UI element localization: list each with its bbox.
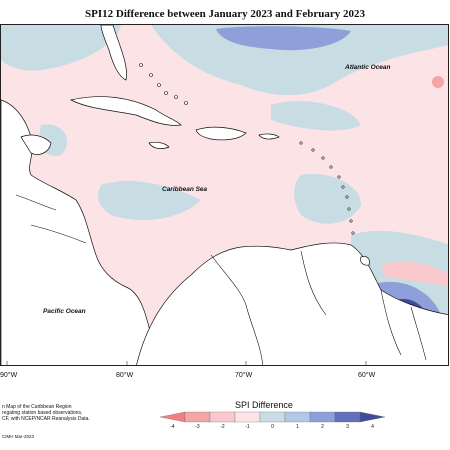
graticule-ticks xyxy=(6,361,367,365)
legend-tick-label: -1 xyxy=(245,424,250,430)
legend-swatch xyxy=(284,411,311,423)
legend-tick-label: 2 xyxy=(321,424,324,430)
bahamas xyxy=(139,63,188,105)
legend-colorbar xyxy=(159,411,386,423)
dry-spot-atlantic xyxy=(432,76,444,88)
legend-tick-label: -3 xyxy=(195,424,200,430)
legend-tick-label: -4 xyxy=(170,424,175,430)
footnote-line-2: regating station based observations, xyxy=(2,410,83,416)
legend-swatch xyxy=(334,411,361,423)
caribbean-sea-label: Caribbean Sea xyxy=(162,186,208,193)
land-florida xyxy=(100,25,127,81)
land-yucatan xyxy=(20,134,52,155)
wet-patch-gulf xyxy=(1,25,121,71)
legend-swatch xyxy=(184,411,211,423)
legend-swatch xyxy=(359,411,386,423)
lon-label-70w: 70°W xyxy=(235,372,253,379)
wet-patch-east xyxy=(271,101,361,131)
legend-tick-label: 1 xyxy=(296,424,299,430)
land-puerto-rico xyxy=(258,133,280,140)
land-jamaica xyxy=(148,141,170,149)
legend-tick-label: -2 xyxy=(220,424,225,430)
land-outlines xyxy=(1,25,448,365)
legend-swatch xyxy=(234,411,261,423)
lon-label-60w: 60°W xyxy=(358,372,376,379)
footnote-line-1: n Map of the Caribbean Region xyxy=(2,404,72,410)
lon-label-90w: 90°W xyxy=(0,372,18,379)
map-title: SPI12 Difference between January 2023 an… xyxy=(85,8,365,20)
legend-swatch xyxy=(309,411,336,423)
spi-difference-map: Atlantic Ocean Caribbean Sea Pacific Oce… xyxy=(0,24,449,366)
lon-label-80w: 80°W xyxy=(116,372,134,379)
wet-patch-north-atlantic xyxy=(151,25,448,96)
atlantic-ocean-label: Atlantic Ocean xyxy=(345,64,391,71)
map-canvas xyxy=(1,25,448,365)
legend-swatch xyxy=(259,411,286,423)
land-south-america xyxy=(136,242,448,365)
legend-tick-label: 3 xyxy=(346,424,349,430)
land-hispaniola xyxy=(195,126,247,141)
legend-tick-label: 0 xyxy=(271,424,274,430)
country-borders xyxy=(15,194,427,365)
pacific-ocean-label: Pacific Ocean xyxy=(43,308,86,315)
land-cuba xyxy=(69,96,182,126)
wet-core-north xyxy=(216,26,351,51)
dry-patch-east xyxy=(381,261,448,287)
land-trinidad xyxy=(360,256,370,266)
legend-swatch xyxy=(159,411,186,423)
legend-swatch xyxy=(209,411,236,423)
legend-title: SPI Difference xyxy=(235,400,293,410)
footnote-line-3: CF, with NCEP/NCAR Reanalysis Data. xyxy=(2,416,90,422)
legend-tick-label: 4 xyxy=(371,424,374,430)
lesser-antilles xyxy=(299,141,355,235)
credit-text: CIMH Mar-2023 xyxy=(2,434,35,439)
wet-patch-sw-caribbean xyxy=(98,180,201,220)
